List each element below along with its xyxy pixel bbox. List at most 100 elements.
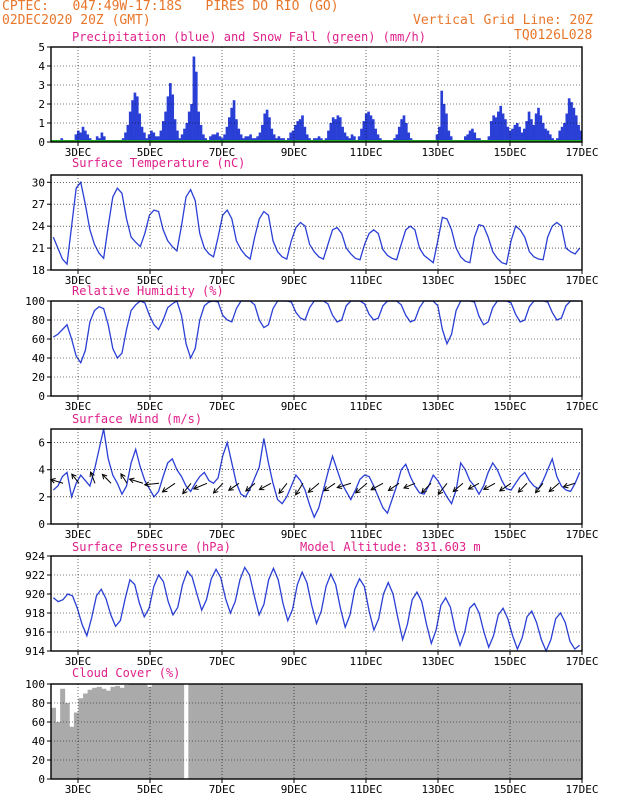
y-tick-label: 916 [25,626,45,639]
precip-bar [501,113,505,142]
precip-bar [544,128,547,142]
precip-bar [402,115,406,142]
precip-bar [513,124,517,142]
precip-bar [400,119,403,142]
precip-bar [176,130,179,142]
wind-vector-head [227,485,234,491]
precip-bar [560,126,564,142]
x-tick-label: 9DEC [281,146,308,159]
precip-bar [128,111,132,142]
precip-bar [298,119,302,142]
wind-vector [355,482,368,494]
cloud-cover-column [188,684,194,779]
precip-bar [216,132,219,142]
x-tick-label: 9DEC [281,274,308,287]
precip-bar [161,121,165,142]
wind-vector [403,482,416,489]
precip-bar [570,102,573,142]
wind-vector [144,482,160,486]
cloud-cover-column [490,684,496,779]
x-tick-label: 17DEC [565,400,598,413]
pressure-panel-title: Surface Pressure (hPa) [72,540,231,554]
precip-bar [374,128,377,142]
y-tick-label: 60 [32,716,45,729]
cloud-cover-column [412,684,418,779]
y-tick-label: 0 [38,390,45,403]
x-tick-label: 3DEC [65,146,92,159]
precip-bar [353,136,356,142]
wind-vector [90,471,96,484]
x-tick-label: 11DEC [349,783,382,796]
cloud-cover-column [330,684,336,779]
precip-bar [268,117,271,142]
cloud-cover-column [128,684,134,779]
cloud-cover-column [353,684,359,779]
cloud-cover-column [105,690,111,779]
precip-bar [81,126,85,142]
wind-vector [337,482,352,489]
precip-bar [228,117,231,142]
model-altitude-label: Model Altitude: 831.603 m [300,540,481,554]
precip-bar [171,94,175,142]
cloud-cover-column [408,684,414,779]
rh-series-line [52,300,580,365]
wind-vector [548,482,560,492]
precip-bar [135,96,139,142]
precip-bar [246,136,250,142]
cloud-cover-column [238,684,244,779]
precip-bar [565,113,569,142]
cloud-cover-column [220,684,226,779]
x-tick-label: 15DEC [493,655,526,668]
wind-vector-head [437,489,444,496]
precip-bar [449,136,453,142]
precip-bar [525,121,529,142]
precip-bar [336,115,340,142]
cloud-cover-column [522,684,528,779]
wind-vector-head [295,489,301,496]
cloud-cover-column [554,684,560,779]
cloud-cover-column [339,684,345,779]
wind-vector-head [534,487,541,494]
precip-bar [159,130,163,142]
x-tick-label: 17DEC [565,655,598,668]
precip-bar [157,136,160,142]
cloud-cover-column [398,684,404,779]
wind-vector-head [452,486,459,493]
precip-bar [523,128,526,142]
precip-bar [464,136,467,142]
x-tick-label: 5DEC [137,146,164,159]
cloud-cover-column [270,684,276,779]
precip-bar [338,117,342,142]
cloud-cover-column [321,684,327,779]
cloud-cover-column [572,684,578,779]
wind-vector [437,482,448,495]
cloud-cover-column [421,684,427,779]
wind-vector-head [498,486,505,492]
cloud-cover-column [211,684,217,779]
wind-vector-head [307,487,314,493]
precip-bar [131,100,134,142]
precip-bar [376,134,380,142]
wind-vector [162,482,176,493]
precip-bar [84,130,87,142]
wind-vector [535,482,544,493]
cloud-cover-column [371,684,377,779]
wind-vector-head [467,484,474,490]
y-tick-label: 922 [25,569,45,582]
precip-bar [150,130,153,142]
precip-bar [192,56,196,142]
wind-vector [370,482,384,491]
precip-bar [371,119,375,142]
precip-bar [197,111,200,142]
precip-bar [317,136,321,142]
wind-vector-head [89,471,95,478]
cloud-cover-column [275,684,281,779]
cloud-cover-column [133,684,139,779]
cloud-cover-column [311,684,317,779]
wind-vector [518,482,528,493]
y-tick-label: 4 [38,60,45,73]
precip-bar [511,128,514,142]
wind-vector-head [278,488,284,495]
cloud-cover-column [156,684,162,779]
precip-bar [152,132,156,142]
